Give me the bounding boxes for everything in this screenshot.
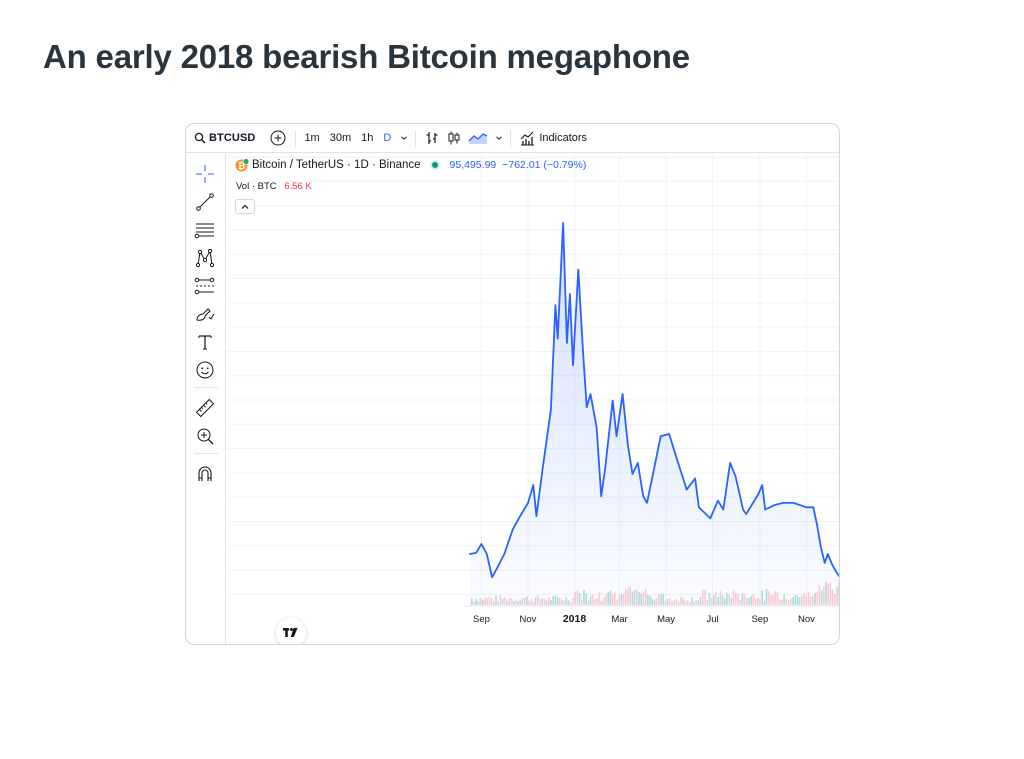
horizontal-lines-tool[interactable] <box>193 219 217 241</box>
top-toolbar: BTCUSD 1m 30m 1h D Indicators <box>186 124 839 153</box>
toolbar-divider <box>194 387 218 388</box>
add-symbol-button[interactable] <box>260 124 292 153</box>
symbol-label: BTCUSD <box>209 132 256 144</box>
magnet-tool[interactable] <box>193 463 217 485</box>
symbol-description[interactable]: Bitcoin / TetherUS · 1D · Binance <box>252 159 421 171</box>
ruler-tool[interactable] <box>193 397 217 419</box>
interval-30m[interactable]: 30m <box>329 132 352 144</box>
candle-style-icon <box>448 131 460 145</box>
text-tool[interactable] <box>193 331 217 353</box>
tradingview-logo[interactable] <box>276 618 306 644</box>
indicators-label: Indicators <box>539 132 588 144</box>
chevron-down-icon <box>496 136 503 140</box>
search-icon <box>194 132 206 144</box>
trend-line-tool[interactable] <box>193 191 217 213</box>
toolbar-divider <box>415 129 417 147</box>
chevron-down-icon <box>401 136 408 140</box>
interval-d[interactable]: D <box>383 132 392 144</box>
candles-style-button[interactable] <box>443 124 465 153</box>
symbol-legend: ₿ Bitcoin / TetherUS · 1D · Binance 95,4… <box>235 158 586 172</box>
price-change: −762.01 (−0.79%) <box>502 159 587 171</box>
toolbar-divider <box>510 129 512 147</box>
zoom-in-tool[interactable] <box>193 425 217 447</box>
volume-legend: Vol · BTC 6.56 K <box>236 181 312 192</box>
toolbar-divider <box>194 453 218 454</box>
area-style-icon <box>468 133 488 144</box>
page-title: An early 2018 bearish Bitcoin megaphone <box>43 38 690 75</box>
ruler-icon <box>195 398 215 418</box>
chevron-up-icon <box>241 204 249 209</box>
pattern-tool[interactable] <box>193 247 217 269</box>
collapse-legend-button[interactable] <box>235 199 255 214</box>
magnet-icon <box>198 466 212 481</box>
indicators-icon <box>520 131 535 145</box>
x-tick-label: 2018 <box>563 613 587 625</box>
toolbar-divider <box>295 129 297 147</box>
indicators-button[interactable]: Indicators <box>514 124 593 153</box>
volume-value: 6.56 K <box>284 181 312 192</box>
bitcoin-logo-icon: ₿ <box>235 158 249 172</box>
crosshair-tool[interactable] <box>193 163 217 185</box>
price-chart[interactable]: Sep Nov 2018 Mar May Jul Sep Nov <box>227 154 840 645</box>
chart-widget: BTCUSD 1m 30m 1h D Indicators <box>185 123 840 645</box>
drawing-toolbar <box>186 154 226 644</box>
crosshair-icon <box>196 165 214 183</box>
brush-tool[interactable] <box>193 303 217 325</box>
brush-icon <box>196 308 215 321</box>
projection-tool[interactable] <box>193 275 217 297</box>
x-tick-label: Nov <box>798 614 815 625</box>
interval-dropdown[interactable] <box>396 124 412 153</box>
bars-style-button[interactable] <box>419 124 443 153</box>
x-tick-label: May <box>657 614 675 625</box>
svg-text:₿: ₿ <box>238 161 245 171</box>
horizontal-lines-icon <box>194 223 214 239</box>
emoji-tool[interactable] <box>193 359 217 381</box>
projection-icon <box>194 277 215 295</box>
chart-pane[interactable]: Sep Nov 2018 Mar May Jul Sep Nov ₿ Bitcoin / Te… <box>227 154 839 644</box>
last-price: 95,495.99 <box>449 159 497 171</box>
area-style-button[interactable] <box>465 124 491 153</box>
text-icon <box>198 335 212 350</box>
tradingview-logo-icon <box>283 628 298 637</box>
emoji-icon <box>196 361 214 379</box>
add-symbol-icon <box>270 130 286 146</box>
price-area <box>470 222 839 605</box>
interval-1h[interactable]: 1h <box>361 132 374 144</box>
x-tick-label: Sep <box>473 614 490 625</box>
chart-style-dropdown[interactable] <box>491 124 507 153</box>
x-tick-label: Jul <box>707 614 719 625</box>
x-tick-label: Mar <box>611 614 627 625</box>
trend-line-icon <box>196 193 214 211</box>
zoom-in-icon <box>197 428 214 445</box>
pattern-icon <box>195 248 215 268</box>
x-tick-label: Nov <box>520 614 537 625</box>
market-status-dot <box>431 162 438 168</box>
interval-1m[interactable]: 1m <box>304 132 320 144</box>
price-line <box>469 222 839 579</box>
bar-style-icon <box>426 132 438 144</box>
symbol-search[interactable]: BTCUSD <box>186 124 260 153</box>
volume-label: Vol · BTC <box>236 181 277 192</box>
x-tick-label: Sep <box>751 614 768 625</box>
